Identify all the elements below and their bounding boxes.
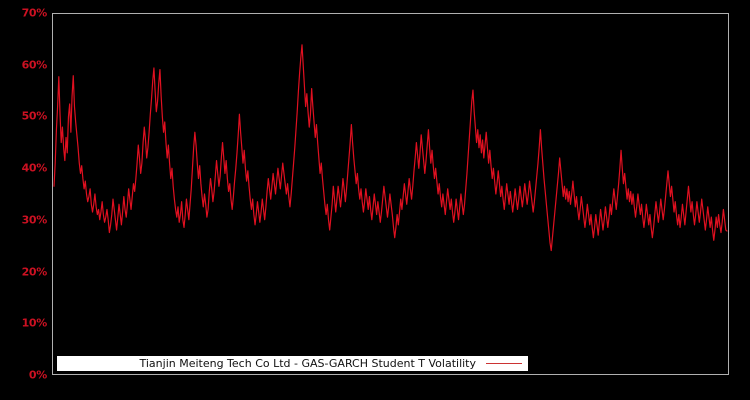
- legend-label: Tianjin Meiteng Tech Co Ltd - GAS-GARCH …: [139, 357, 476, 370]
- plot-area: [52, 13, 729, 375]
- y-tick-label: 0%: [28, 368, 47, 382]
- y-tick-label: 50%: [21, 109, 48, 123]
- volatility-series-line: [53, 44, 728, 252]
- y-tick-label: 10%: [21, 316, 48, 330]
- y-tick-label: 40%: [21, 161, 48, 175]
- y-tick-label: 60%: [21, 58, 48, 72]
- legend-line-swatch: [486, 363, 522, 364]
- chart-legend: Tianjin Meiteng Tech Co Ltd - GAS-GARCH …: [57, 356, 528, 371]
- y-tick-label: 70%: [21, 6, 48, 20]
- y-tick-label: 30%: [21, 213, 48, 227]
- y-axis: 70% 60% 50% 40% 30% 20% 10% 0%: [0, 0, 48, 400]
- volatility-line-chart: [53, 44, 728, 252]
- y-tick-label: 20%: [21, 265, 48, 279]
